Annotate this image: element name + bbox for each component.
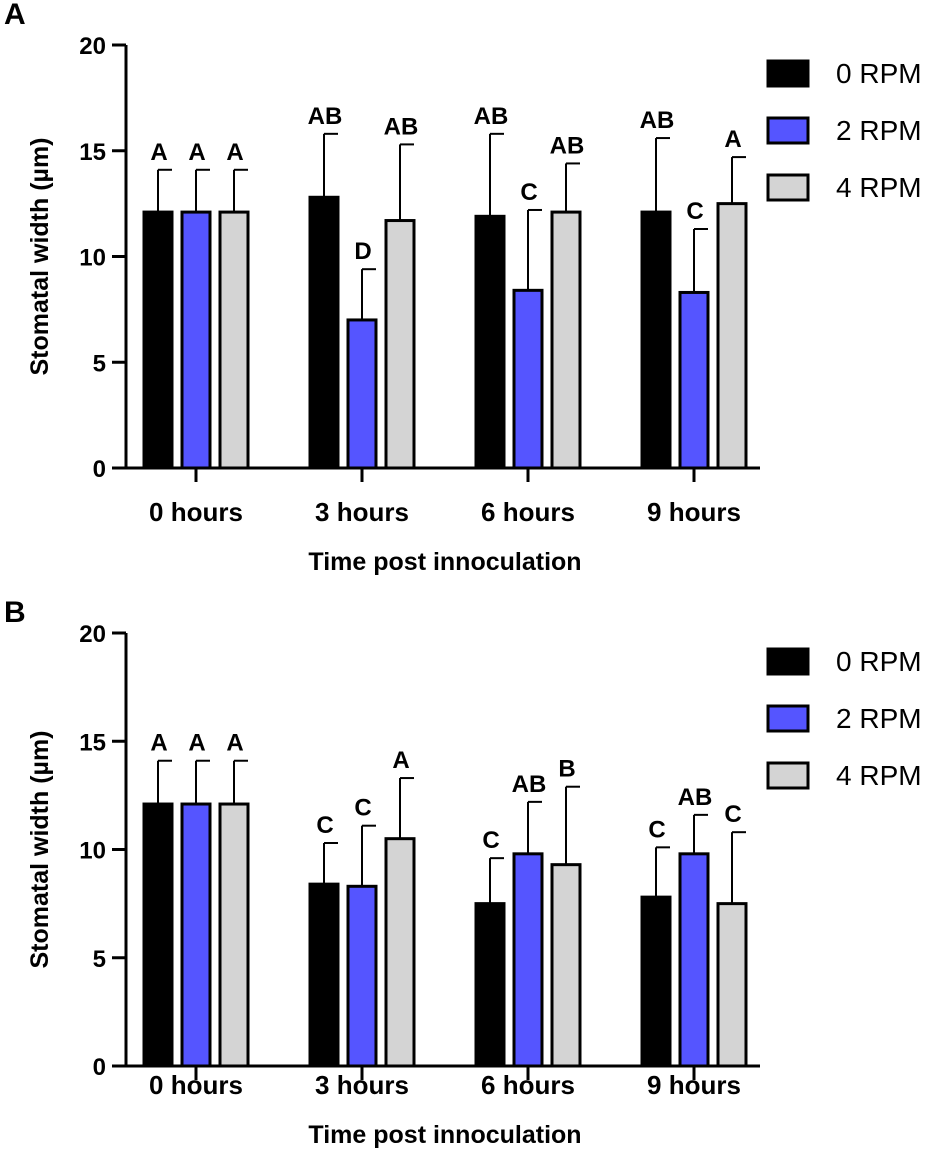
bar	[678, 852, 710, 1068]
x-category-label: 9 hours	[647, 497, 741, 527]
legend-label: 0 RPM	[836, 58, 922, 89]
bar	[474, 902, 506, 1068]
panel-letter-a: A	[4, 0, 26, 31]
significance-letter: A	[226, 139, 243, 166]
significance-letter: C	[316, 812, 333, 839]
legend-swatch	[766, 116, 810, 145]
bar	[384, 837, 416, 1068]
x-axis-title: Time post innoculation	[308, 1121, 581, 1149]
x-category-label: 9 hours	[647, 1070, 741, 1100]
legend-label: 4 RPM	[836, 760, 922, 791]
y-tick-label: 10	[79, 838, 106, 865]
x-category-label: 3 hours	[315, 1070, 409, 1100]
bar	[550, 210, 582, 470]
bar	[716, 202, 748, 470]
significance-letter: AB	[308, 103, 343, 130]
y-tick-label: 20	[79, 621, 106, 648]
significance-letter: C	[648, 816, 665, 843]
significance-letter: C	[354, 795, 371, 822]
legend-label: 0 RPM	[836, 646, 922, 677]
significance-letter: AB	[640, 107, 675, 134]
significance-letter: AB	[512, 771, 547, 798]
x-category-label: 6 hours	[481, 497, 575, 527]
bar	[716, 902, 748, 1068]
bar	[512, 288, 544, 470]
bar	[346, 884, 378, 1068]
significance-letter: D	[354, 238, 371, 265]
y-tick-label: 15	[79, 139, 106, 166]
legend-label: 2 RPM	[836, 115, 922, 146]
significance-letter: B	[558, 756, 575, 783]
significance-letter: AB	[550, 132, 585, 159]
bar	[180, 802, 212, 1068]
significance-letter: AB	[384, 113, 419, 140]
bar	[678, 290, 710, 470]
significance-letter: A	[188, 730, 205, 757]
legend-swatch	[766, 173, 810, 202]
panel-letter-b: B	[4, 596, 26, 629]
significance-letter: AB	[474, 103, 509, 130]
bar	[218, 210, 250, 470]
bar-chart-b: 0 5 10 15 20 Stomatal width (µm) 0 hours 3 hour…	[26, 621, 922, 1149]
y-tick-label: 0	[93, 456, 106, 483]
y-tick-label: 10	[79, 245, 106, 272]
bar	[640, 895, 672, 1068]
chart-panel-a: A 0 5 10 15 20 Stomatal width (µm) 0 hours 3 ho…	[4, 0, 922, 576]
significance-letter: C	[520, 179, 537, 206]
x-axis-title: Time post innoculation	[308, 548, 581, 576]
significance-letter: A	[392, 747, 409, 774]
significance-letter: A	[226, 730, 243, 757]
significance-letter: A	[150, 730, 167, 757]
significance-letter: A	[188, 139, 205, 166]
significance-letter: A	[150, 139, 167, 166]
bar-chart-a: 0 5 10 15 20 Stomatal width (µm) 0 hours 3 hour…	[26, 33, 922, 576]
x-category-label: 6 hours	[481, 1070, 575, 1100]
y-axis-title: Stomatal width (µm)	[26, 137, 54, 375]
legend-label: 4 RPM	[836, 172, 922, 203]
bar	[640, 210, 672, 470]
bar	[384, 219, 416, 470]
legend-swatch	[766, 704, 810, 733]
legend-swatch	[766, 59, 810, 88]
significance-letter: AB	[678, 784, 713, 811]
x-category-label: 0 hours	[149, 1070, 243, 1100]
chart-panel-b: B 0 5 10 15 20 Stomatal width (µm) 0 hours 3 ho…	[0, 576, 944, 1152]
bar	[142, 210, 174, 470]
bar	[512, 852, 544, 1068]
significance-letter: C	[482, 827, 499, 854]
bar	[474, 214, 506, 470]
y-tick-label: 5	[93, 946, 106, 973]
significance-letter: C	[724, 801, 741, 828]
y-tick-label: 5	[93, 350, 106, 377]
bar	[550, 863, 582, 1068]
x-category-label: 0 hours	[149, 497, 243, 527]
bar	[180, 210, 212, 470]
y-tick-label: 20	[79, 33, 106, 60]
significance-letter: C	[686, 198, 703, 225]
bar	[142, 802, 174, 1068]
y-axis-title: Stomatal width (µm)	[26, 730, 54, 968]
legend-swatch	[766, 647, 810, 676]
bar	[346, 318, 378, 470]
legend-swatch	[766, 761, 810, 790]
x-category-label: 3 hours	[315, 497, 409, 527]
bar	[308, 882, 340, 1068]
y-tick-label: 0	[93, 1054, 106, 1081]
legend-label: 2 RPM	[836, 703, 922, 734]
significance-letter: A	[724, 126, 741, 153]
y-tick-label: 15	[79, 729, 106, 756]
bar	[218, 802, 250, 1068]
bar	[308, 195, 340, 470]
